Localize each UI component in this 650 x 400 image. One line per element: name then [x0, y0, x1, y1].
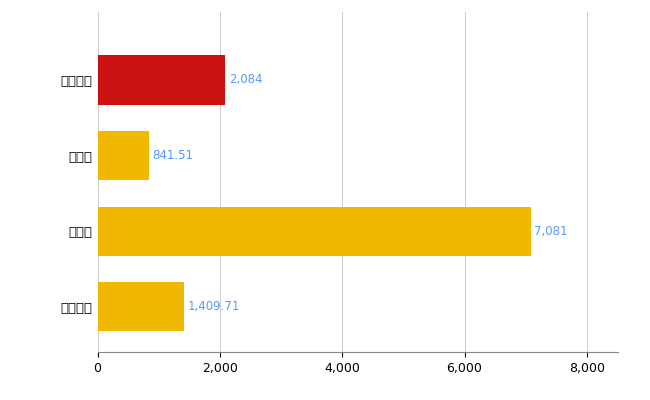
Text: 841.51: 841.51 [153, 149, 194, 162]
Bar [98, 56, 225, 104]
Bar [98, 282, 184, 331]
Text: 7,081: 7,081 [534, 225, 568, 238]
Bar [98, 131, 149, 180]
Text: 2,084: 2,084 [229, 74, 262, 86]
Text: 1,409.71: 1,409.71 [187, 300, 240, 313]
Bar [98, 206, 530, 256]
